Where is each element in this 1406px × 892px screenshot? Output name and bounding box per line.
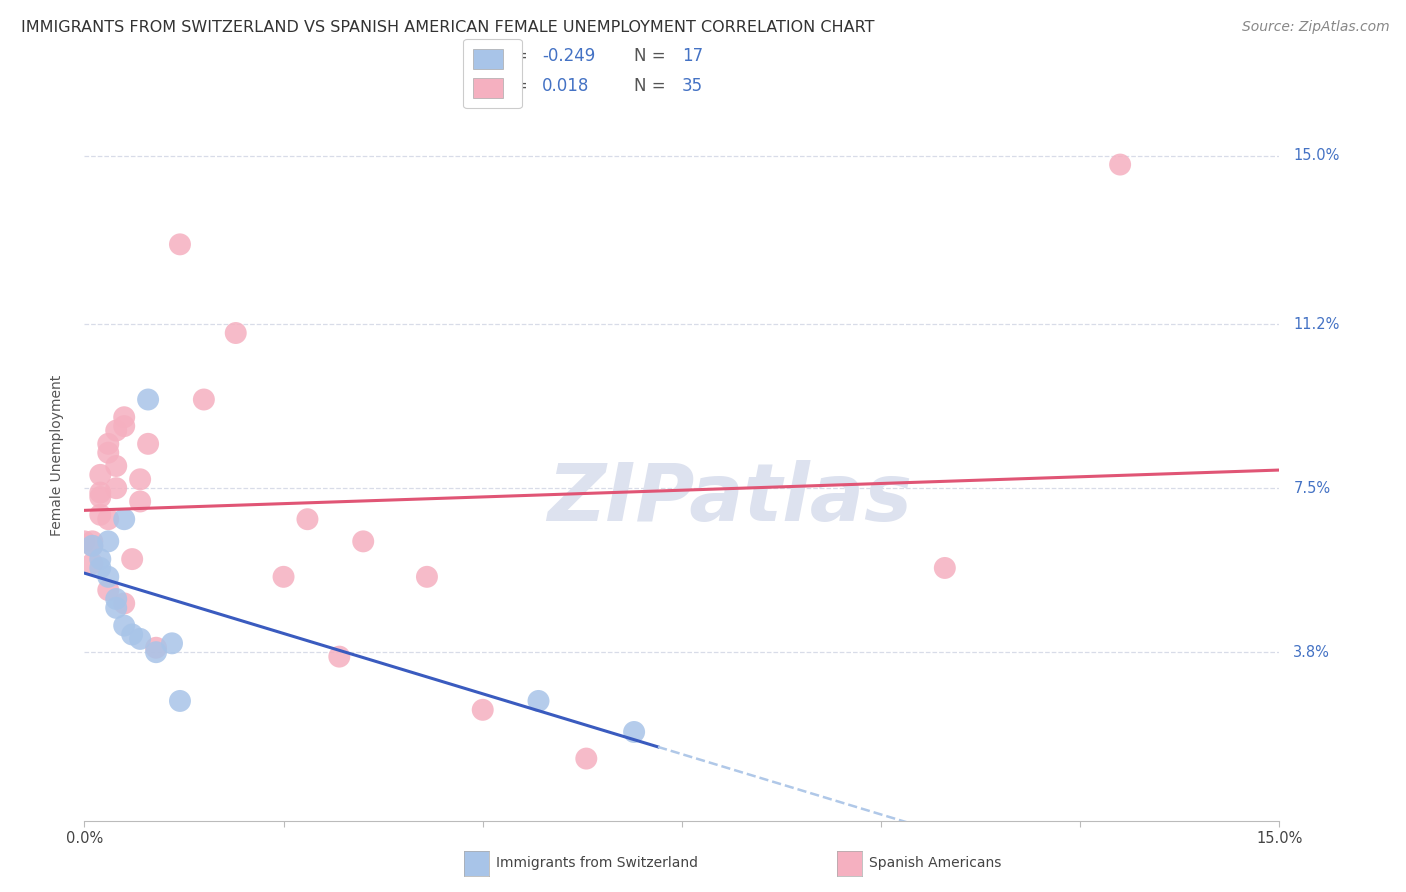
Text: R =: R = xyxy=(496,47,533,65)
Point xyxy=(89,467,111,482)
Point xyxy=(169,694,191,708)
Point xyxy=(352,534,374,549)
Text: -0.249: -0.249 xyxy=(543,47,595,65)
Point xyxy=(112,512,135,526)
Point xyxy=(97,437,120,451)
Point xyxy=(82,539,104,553)
Point xyxy=(112,410,135,425)
Text: Spanish Americans: Spanish Americans xyxy=(869,856,1001,871)
Point xyxy=(145,640,167,655)
Point xyxy=(97,446,120,460)
Point xyxy=(136,437,159,451)
Point xyxy=(934,561,956,575)
Point xyxy=(416,570,439,584)
Text: 35: 35 xyxy=(682,77,703,95)
Text: 11.2%: 11.2% xyxy=(1294,317,1340,332)
Point xyxy=(112,596,135,610)
Point xyxy=(121,552,143,566)
Point xyxy=(97,583,120,598)
Point xyxy=(105,592,128,607)
Point xyxy=(623,725,645,739)
Point xyxy=(89,508,111,522)
Point xyxy=(121,627,143,641)
Point xyxy=(82,557,104,571)
Point xyxy=(112,618,135,632)
Point xyxy=(273,570,295,584)
Text: Immigrants from Switzerland: Immigrants from Switzerland xyxy=(496,856,699,871)
Point xyxy=(1109,157,1132,171)
Point xyxy=(169,237,191,252)
Point xyxy=(129,632,152,646)
Text: N =: N = xyxy=(634,77,671,95)
Point xyxy=(97,512,120,526)
Point xyxy=(136,392,159,407)
Text: Source: ZipAtlas.com: Source: ZipAtlas.com xyxy=(1241,20,1389,34)
Point xyxy=(112,419,135,434)
Text: IMMIGRANTS FROM SWITZERLAND VS SPANISH AMERICAN FEMALE UNEMPLOYMENT CORRELATION : IMMIGRANTS FROM SWITZERLAND VS SPANISH A… xyxy=(21,20,875,35)
Point xyxy=(97,534,120,549)
Point xyxy=(89,490,111,504)
Text: 17: 17 xyxy=(682,47,703,65)
Point xyxy=(145,645,167,659)
Point xyxy=(89,485,111,500)
Point xyxy=(89,561,111,575)
Point xyxy=(129,472,152,486)
Point xyxy=(82,539,104,553)
Point xyxy=(73,534,96,549)
Point xyxy=(225,326,247,340)
Point xyxy=(328,649,350,664)
Text: ZIPatlas: ZIPatlas xyxy=(547,459,912,538)
Point xyxy=(527,694,550,708)
Text: 15.0%: 15.0% xyxy=(1294,148,1340,163)
Point xyxy=(575,751,598,765)
Point xyxy=(82,534,104,549)
Point xyxy=(97,570,120,584)
Point xyxy=(160,636,183,650)
Text: R =: R = xyxy=(496,77,538,95)
Text: N =: N = xyxy=(634,47,671,65)
Point xyxy=(105,600,128,615)
Point xyxy=(193,392,215,407)
Point xyxy=(105,424,128,438)
Text: 3.8%: 3.8% xyxy=(1294,645,1330,660)
Y-axis label: Female Unemployment: Female Unemployment xyxy=(49,375,63,535)
Point xyxy=(471,703,494,717)
Point xyxy=(297,512,319,526)
Text: 0.018: 0.018 xyxy=(543,77,589,95)
Point xyxy=(105,481,128,495)
Point xyxy=(129,494,152,508)
Point xyxy=(105,458,128,473)
Text: 7.5%: 7.5% xyxy=(1294,481,1330,496)
Legend: , : , xyxy=(463,39,522,108)
Point xyxy=(89,552,111,566)
